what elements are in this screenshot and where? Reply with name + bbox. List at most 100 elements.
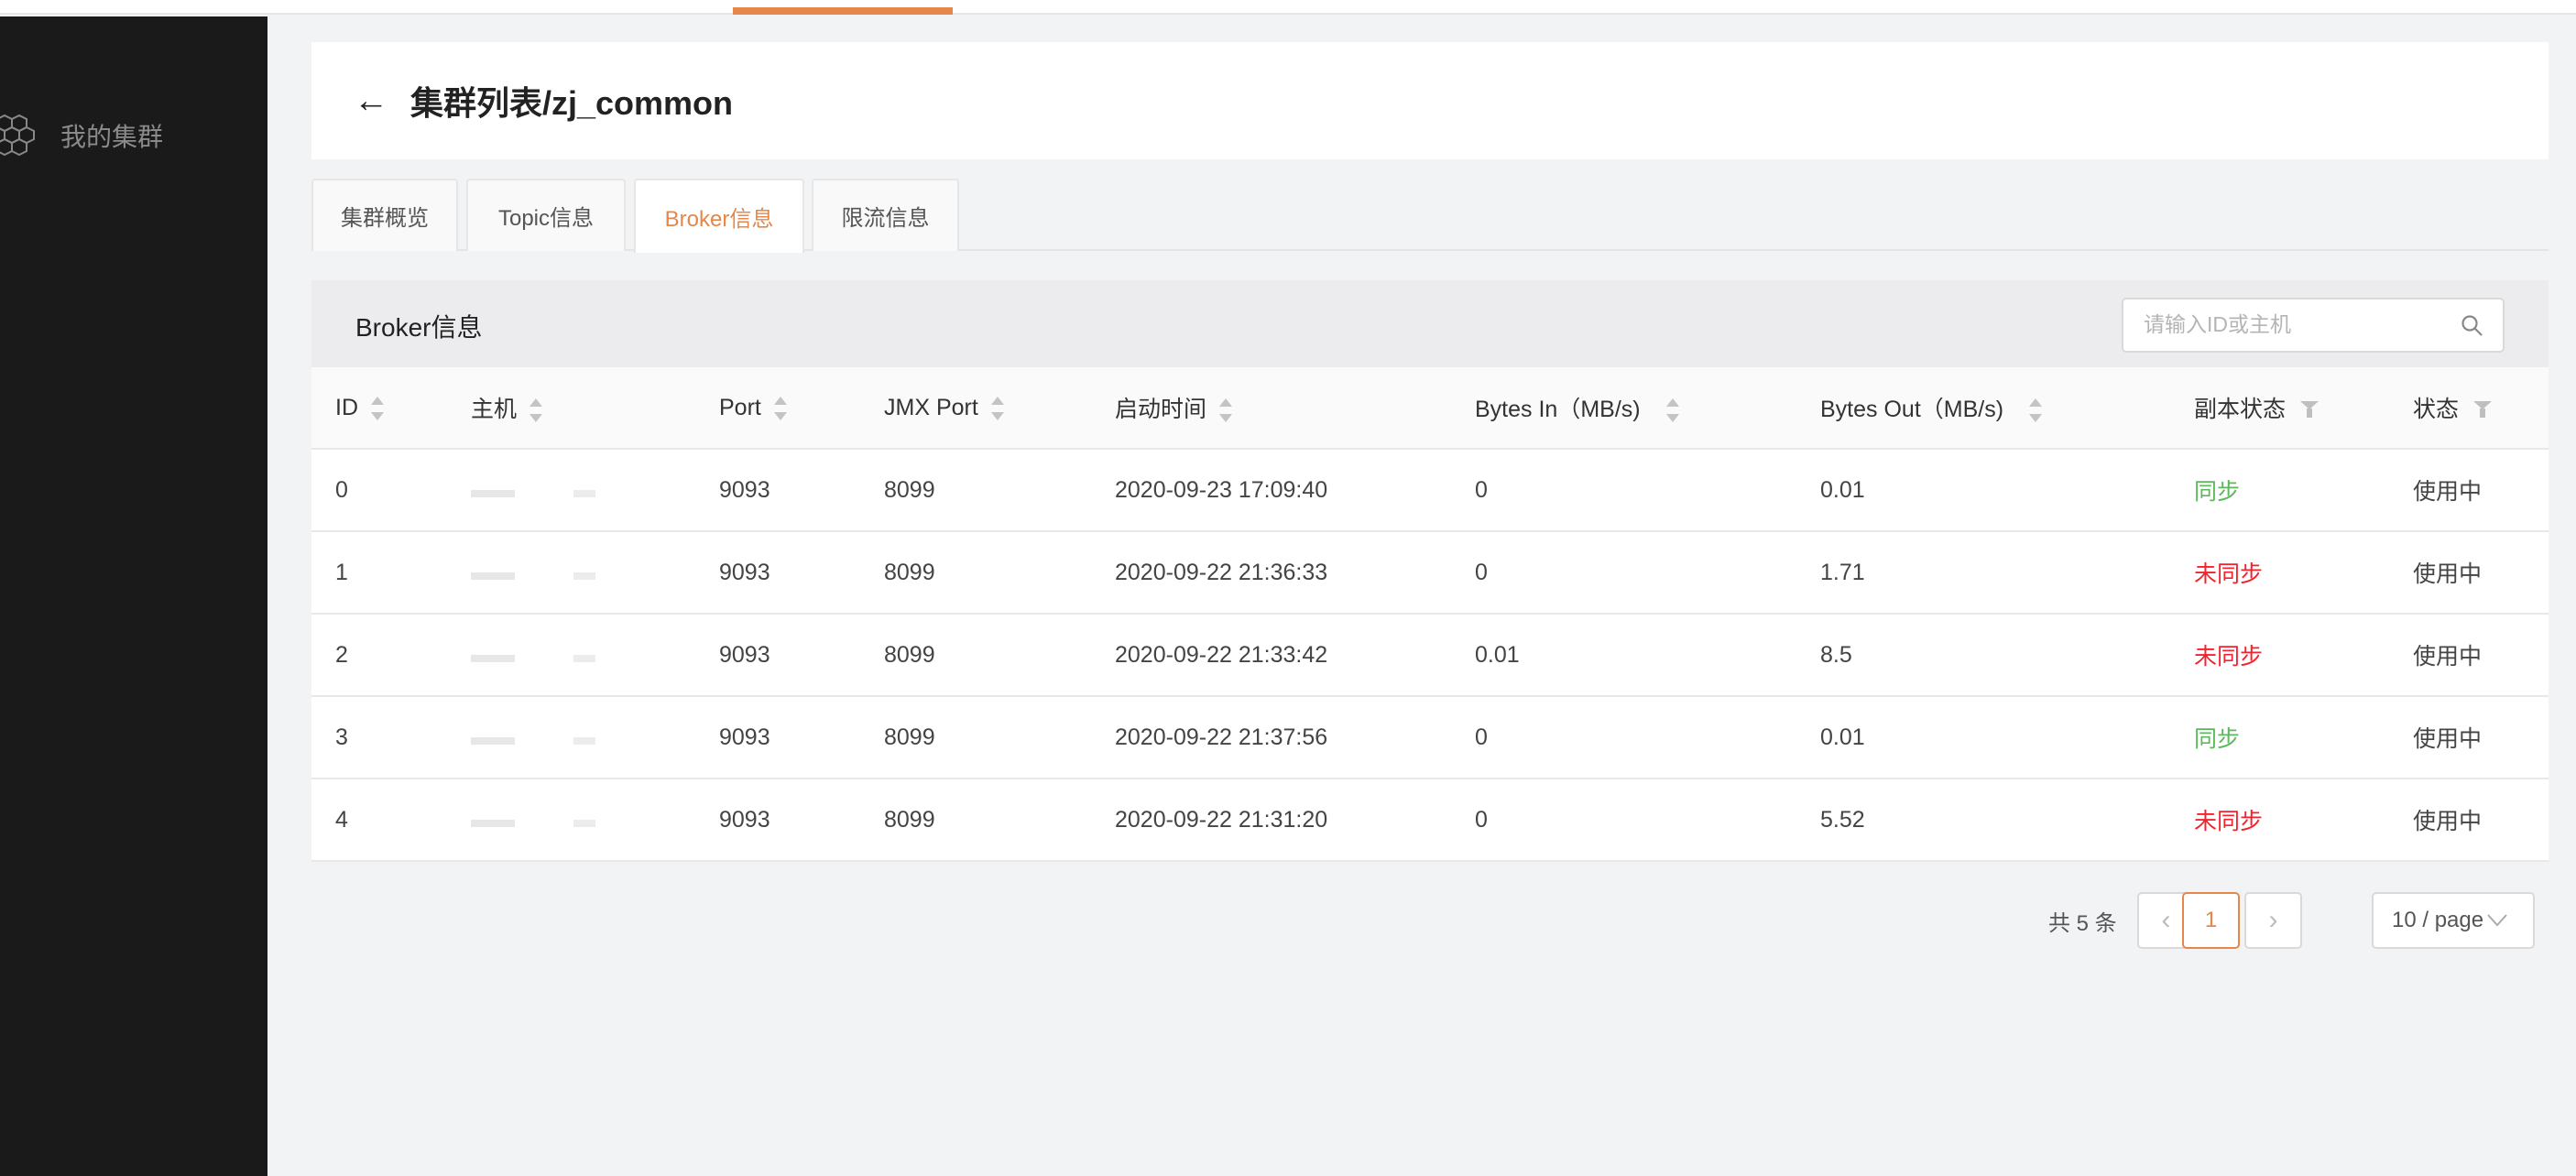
search-input[interactable] bbox=[2144, 312, 2446, 337]
sidebar-item-label: 我的集群 bbox=[60, 123, 164, 151]
redacted-host bbox=[471, 654, 617, 662]
search-icon[interactable] bbox=[2461, 314, 2484, 338]
sort-icon[interactable] bbox=[990, 396, 1004, 420]
column-header-id[interactable]: ID bbox=[311, 367, 471, 450]
broker-section-header: Broker信息 bbox=[311, 280, 2549, 367]
cell-jmx-port: 8099 bbox=[884, 531, 1115, 615]
column-header-bytes-out[interactable]: Bytes Out（MB/s) bbox=[1820, 367, 2194, 450]
cell-bytes-out: 1.71 bbox=[1820, 531, 2194, 615]
cell-jmx-port: 8099 bbox=[884, 449, 1115, 532]
sort-icon[interactable] bbox=[2029, 398, 2043, 423]
redacted-host bbox=[471, 572, 617, 580]
table-row: 2 9093 8099 2020-09-22 21:33:42 0.01 8.5 未同步 使用… bbox=[311, 614, 2549, 697]
top-nav-bar bbox=[0, 0, 2576, 15]
sidebar-item-my-clusters[interactable]: 我的集群 bbox=[0, 99, 163, 172]
column-header-replica-status[interactable]: 副本状态 bbox=[2194, 367, 2413, 450]
redacted-host bbox=[471, 819, 617, 827]
cluster-hexagon-icon bbox=[0, 114, 35, 157]
page-size-value: 10 / page bbox=[2392, 908, 2484, 932]
redacted-host bbox=[471, 489, 617, 497]
sort-icon[interactable] bbox=[1665, 398, 1679, 423]
column-header-start-time[interactable]: 启动时间 bbox=[1115, 367, 1475, 450]
cell-bytes-out: 0.01 bbox=[1820, 449, 2194, 532]
cell-broker-id: 4 bbox=[311, 779, 471, 862]
active-nav-indicator bbox=[733, 7, 953, 15]
cell-port: 9093 bbox=[719, 614, 884, 697]
chevron-down-icon bbox=[2487, 914, 2507, 927]
cell-bytes-out: 0.01 bbox=[1820, 696, 2194, 779]
cell-port: 9093 bbox=[719, 779, 884, 862]
cell-replica-status: 未同步 bbox=[2194, 779, 2413, 862]
column-header-host[interactable]: 主机 bbox=[471, 367, 719, 450]
cell-bytes-in: 0.01 bbox=[1475, 614, 1820, 697]
tab-bar: 集群概览 Topic信息 Broker信息 限流信息 bbox=[311, 179, 2549, 253]
tab-cluster-overview[interactable]: 集群概览 bbox=[311, 179, 458, 251]
table-row: 1 9093 8099 2020-09-22 21:36:33 0 1.71 未同步 使用中 bbox=[311, 531, 2549, 615]
page-size-select[interactable]: 10 / page bbox=[2372, 892, 2535, 949]
cell-replica-status: 同步 bbox=[2194, 696, 2413, 779]
cell-port: 9093 bbox=[719, 531, 884, 615]
cell-start-time: 2020-09-23 17:09:40 bbox=[1115, 449, 1475, 532]
cell-host bbox=[471, 696, 719, 779]
cell-status: 使用中 bbox=[2413, 614, 2549, 697]
cell-port: 9093 bbox=[719, 449, 884, 532]
section-title: Broker信息 bbox=[355, 313, 483, 342]
cell-broker-id: 3 bbox=[311, 696, 471, 779]
cell-host bbox=[471, 614, 719, 697]
column-header-jmx-port[interactable]: JMX Port bbox=[884, 367, 1115, 450]
tab-throttle-info[interactable]: 限流信息 bbox=[812, 179, 959, 251]
page-1-button[interactable]: 1 bbox=[2182, 892, 2240, 949]
arrow-left-icon[interactable]: ← bbox=[354, 81, 388, 120]
cell-start-time: 2020-09-22 21:36:33 bbox=[1115, 531, 1475, 615]
column-header-port[interactable]: Port bbox=[719, 367, 884, 450]
tab-topic-info[interactable]: Topic信息 bbox=[466, 179, 626, 251]
cell-bytes-in: 0 bbox=[1475, 779, 1820, 862]
sort-icon[interactable] bbox=[529, 398, 543, 423]
filter-icon[interactable] bbox=[2473, 401, 2493, 419]
table-row: 0 9093 8099 2020-09-23 17:09:40 0 0.01 同步 使用中 bbox=[311, 449, 2549, 532]
cell-host bbox=[471, 449, 719, 532]
broker-table: ID 主机 Port JMX Port 启动时间 Bytes In（MB/s) … bbox=[311, 367, 2549, 862]
page-title: 集群列表/zj_common bbox=[410, 84, 734, 122]
cell-status: 使用中 bbox=[2413, 696, 2549, 779]
next-page-button[interactable]: › bbox=[2244, 892, 2302, 949]
cell-host bbox=[471, 531, 719, 615]
cell-port: 9093 bbox=[719, 696, 884, 779]
cell-broker-id: 2 bbox=[311, 614, 471, 697]
cell-replica-status: 同步 bbox=[2194, 449, 2413, 532]
column-header-bytes-in[interactable]: Bytes In（MB/s) bbox=[1475, 367, 1820, 450]
redacted-host bbox=[471, 736, 617, 745]
total-count: 共 5 条 bbox=[2048, 910, 2117, 936]
search-box[interactable] bbox=[2122, 298, 2505, 353]
sort-icon[interactable] bbox=[371, 396, 384, 420]
table-row: 3 9093 8099 2020-09-22 21:37:56 0 0.01 同步 使用中 bbox=[311, 696, 2549, 779]
page-header: ← 集群列表/zj_common bbox=[311, 42, 2549, 159]
cell-broker-id: 1 bbox=[311, 531, 471, 615]
cell-jmx-port: 8099 bbox=[884, 779, 1115, 862]
cell-bytes-out: 8.5 bbox=[1820, 614, 2194, 697]
cell-status: 使用中 bbox=[2413, 531, 2549, 615]
cell-jmx-port: 8099 bbox=[884, 696, 1115, 779]
cell-bytes-in: 0 bbox=[1475, 449, 1820, 532]
cell-start-time: 2020-09-22 21:31:20 bbox=[1115, 779, 1475, 862]
cell-jmx-port: 8099 bbox=[884, 614, 1115, 697]
filter-icon[interactable] bbox=[2300, 401, 2319, 419]
sidebar: 我的集群 bbox=[0, 16, 267, 1176]
sort-icon[interactable] bbox=[1219, 398, 1233, 423]
sort-icon[interactable] bbox=[773, 396, 787, 420]
cell-replica-status: 未同步 bbox=[2194, 531, 2413, 615]
cell-host bbox=[471, 779, 719, 862]
cell-start-time: 2020-09-22 21:37:56 bbox=[1115, 696, 1475, 779]
tab-broker-info[interactable]: Broker信息 bbox=[634, 179, 804, 253]
column-header-status[interactable]: 状态 bbox=[2413, 367, 2549, 450]
cell-broker-id: 0 bbox=[311, 449, 471, 532]
table-header-row: ID 主机 Port JMX Port 启动时间 Bytes In（MB/s) … bbox=[311, 367, 2549, 450]
cell-status: 使用中 bbox=[2413, 449, 2549, 532]
cell-bytes-in: 0 bbox=[1475, 531, 1820, 615]
cell-bytes-out: 5.52 bbox=[1820, 779, 2194, 862]
cell-start-time: 2020-09-22 21:33:42 bbox=[1115, 614, 1475, 697]
cell-status: 使用中 bbox=[2413, 779, 2549, 862]
pagination: 共 5 条 ‹ 1 › 10 / page bbox=[2048, 892, 2535, 949]
cell-bytes-in: 0 bbox=[1475, 696, 1820, 779]
table-row: 4 9093 8099 2020-09-22 21:31:20 0 5.52 未同步 使用中 bbox=[311, 779, 2549, 862]
